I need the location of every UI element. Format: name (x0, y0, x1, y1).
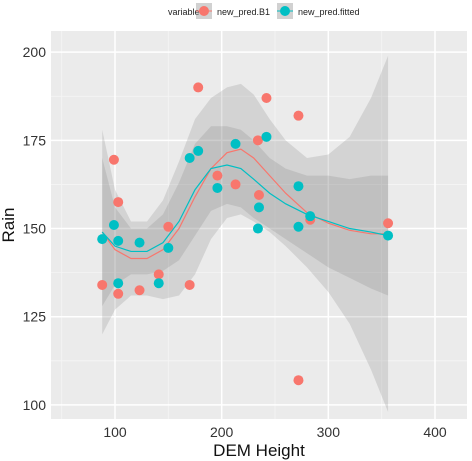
y-tick-label: 150 (23, 221, 47, 237)
point-fitted (163, 242, 174, 253)
data-points (97, 82, 394, 386)
legend: variable new_pred.B1 new_pred.fitted (168, 3, 360, 19)
point-b1 (293, 375, 304, 386)
smooth-line-b1 (101, 148, 389, 260)
point-b1 (184, 279, 195, 290)
point-b1 (113, 288, 124, 299)
point-fitted (293, 181, 304, 192)
point-fitted (97, 234, 108, 245)
y-axis-title: Rain (0, 208, 18, 243)
legend-label-b1: new_pred.B1 (217, 7, 270, 17)
point-fitted (134, 237, 145, 248)
y-tick-label: 100 (23, 397, 47, 413)
point-b1 (134, 285, 145, 296)
point-fitted (230, 138, 241, 149)
point-fitted (305, 211, 316, 222)
x-tick-label: 400 (423, 424, 447, 440)
x-tick-label: 100 (103, 424, 127, 440)
point-b1 (153, 269, 164, 280)
x-tick-label: 300 (317, 424, 341, 440)
smooth-lines (101, 148, 389, 260)
point-fitted (113, 235, 124, 246)
confidence-ribbons (102, 55, 389, 412)
legend-key-dot-fitted (280, 6, 290, 16)
y-axis-ticks: 100 125 150 175 200 (23, 44, 47, 413)
point-b1 (193, 82, 204, 93)
ribbon-fitted (102, 126, 389, 307)
legend-label-fitted: new_pred.fitted (298, 7, 360, 17)
point-fitted (113, 278, 124, 289)
point-fitted (252, 223, 263, 234)
point-fitted (383, 230, 394, 241)
point-b1 (212, 170, 223, 181)
x-axis-ticks: 100 200 300 400 (103, 424, 447, 440)
point-b1 (261, 93, 272, 104)
legend-title: variable (168, 7, 200, 17)
point-b1 (252, 135, 263, 146)
point-fitted (184, 152, 195, 163)
point-b1 (230, 179, 241, 190)
x-axis-title: DEM Height (213, 441, 305, 460)
point-b1 (163, 221, 174, 232)
x-tick-label: 200 (210, 424, 234, 440)
point-b1 (108, 154, 119, 165)
point-b1 (113, 197, 124, 208)
y-tick-label: 175 (23, 132, 47, 148)
point-b1 (293, 110, 304, 121)
legend-entry-fitted: new_pred.fitted (277, 3, 360, 19)
point-fitted (193, 145, 204, 156)
point-fitted (153, 278, 164, 289)
point-b1 (383, 218, 394, 229)
ribbon-b1 (102, 55, 389, 412)
point-fitted (108, 220, 119, 230)
smooth-line-fitted (101, 164, 389, 253)
point-b1 (97, 279, 108, 290)
point-fitted (212, 182, 223, 193)
point-fitted (293, 221, 304, 232)
y-tick-label: 200 (23, 44, 47, 60)
point-b1 (254, 190, 264, 201)
point-fitted (254, 202, 264, 213)
y-tick-label: 125 (23, 309, 47, 325)
legend-key-dot-b1 (199, 6, 209, 16)
point-fitted (261, 131, 272, 142)
legend-entry-b1: new_pred.B1 (196, 3, 270, 19)
